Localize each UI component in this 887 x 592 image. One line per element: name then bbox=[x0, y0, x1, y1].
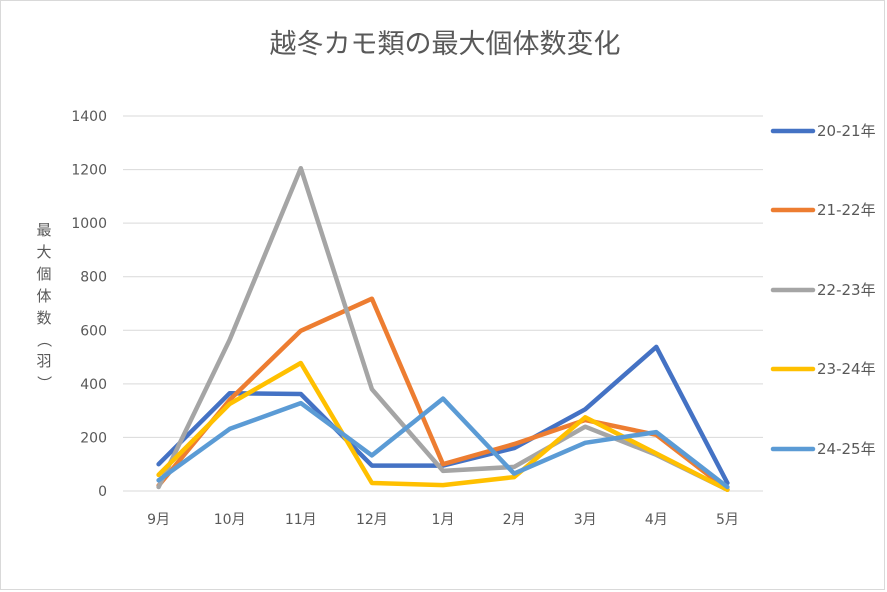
svg-text:）: ） bbox=[35, 375, 53, 390]
y-tick-label: 600 bbox=[80, 323, 107, 339]
series-lines bbox=[156, 165, 730, 492]
y-axis-label-char: 数 bbox=[36, 309, 51, 327]
y-tick-label: 200 bbox=[80, 430, 107, 446]
legend-label: 23-24年 bbox=[817, 360, 876, 378]
y-tick-label: 400 bbox=[80, 377, 107, 393]
y-axis-label-char: 個 bbox=[36, 265, 51, 283]
x-tick-label: 2月 bbox=[503, 512, 526, 528]
y-axis-label-char: ） bbox=[35, 375, 53, 390]
y-axis-label-char: 体 bbox=[36, 287, 51, 305]
x-tick-label: 4月 bbox=[645, 512, 668, 528]
x-tick-label: 3月 bbox=[574, 512, 597, 528]
x-tick-label: 11月 bbox=[285, 512, 317, 528]
legend-label: 20-21年 bbox=[817, 122, 876, 140]
x-tick-label: 1月 bbox=[432, 512, 455, 528]
x-axis-ticks: 9月 10月 11月 12月 1月 2月 3月 4月 5月 bbox=[147, 512, 739, 528]
x-tick-label: 10月 bbox=[214, 512, 246, 528]
y-axis-label-char: 最 bbox=[36, 221, 51, 239]
y-axis-ticks: 0 200 400 600 800 1000 1200 1400 bbox=[71, 109, 107, 500]
x-tick-label: 12月 bbox=[356, 512, 388, 528]
y-tick-label: 800 bbox=[80, 270, 107, 286]
y-axis-label-char: （ bbox=[35, 332, 53, 347]
y-tick-label: 1200 bbox=[71, 163, 107, 179]
legend: 20-21年 21-22年 22-23年 23-24年 24-25年 bbox=[770, 122, 876, 458]
chart-title: 越冬カモ類の最大個体数変化 bbox=[270, 29, 621, 60]
y-tick-label: 0 bbox=[98, 484, 107, 500]
legend-label: 24-25年 bbox=[817, 440, 876, 458]
x-tick-label: 9月 bbox=[147, 512, 170, 528]
legend-label: 21-22年 bbox=[817, 201, 876, 219]
y-axis-label-char: 羽 bbox=[36, 352, 51, 370]
gridlines bbox=[123, 115, 763, 492]
svg-text:（: （ bbox=[35, 332, 53, 347]
series-line-24-25年 bbox=[156, 396, 730, 490]
legend-label: 22-23年 bbox=[817, 281, 876, 299]
series-line-21-22年 bbox=[156, 296, 730, 492]
y-tick-label: 1400 bbox=[71, 109, 107, 125]
series-line-23-24年 bbox=[156, 360, 730, 492]
y-axis-label: 最大個体数 （ 羽 ） bbox=[35, 221, 53, 391]
series-line-22-23年 bbox=[156, 165, 730, 492]
y-axis-label-char: 大 bbox=[36, 243, 51, 261]
x-tick-label: 5月 bbox=[716, 512, 739, 528]
y-tick-label: 1000 bbox=[71, 216, 107, 232]
